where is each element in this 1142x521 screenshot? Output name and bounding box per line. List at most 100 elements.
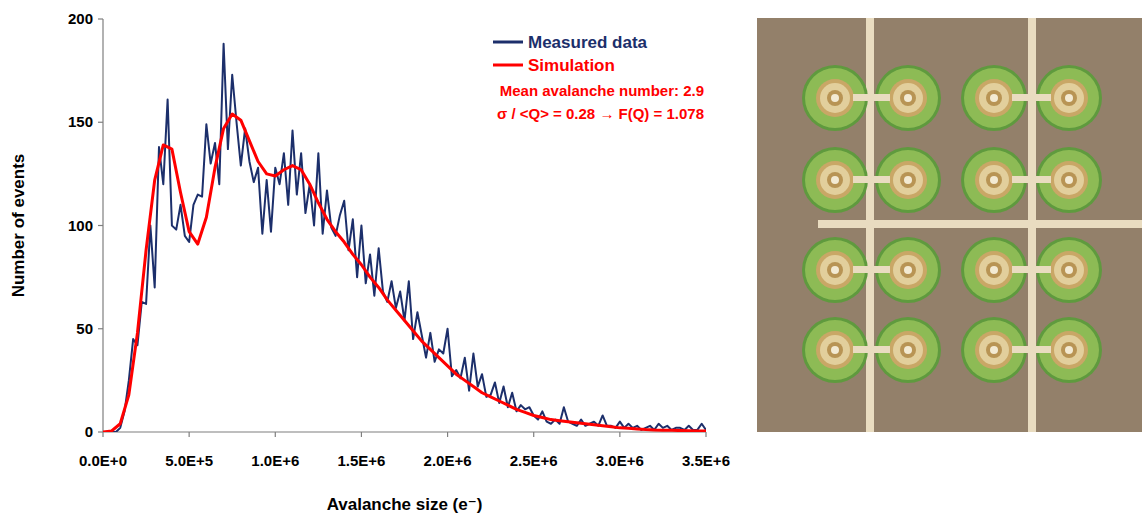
photo-background xyxy=(757,18,1142,432)
photo-trace xyxy=(853,176,870,183)
x-tick xyxy=(361,432,362,437)
photo-pad-center xyxy=(986,172,1002,188)
photo-pad-center xyxy=(990,176,998,184)
x-tick-label: 1.5E+6 xyxy=(337,452,385,469)
photo-pad xyxy=(820,165,850,195)
photo-trace xyxy=(870,346,890,353)
photo-trace xyxy=(1032,346,1051,353)
x-tick xyxy=(275,432,276,437)
photo-pad-center xyxy=(904,266,912,274)
y-tick-label: 100 xyxy=(68,217,93,234)
photo-pad xyxy=(889,161,927,199)
x-tick-label: 1.0E+6 xyxy=(251,452,299,469)
series-line xyxy=(103,44,706,432)
photo-pad xyxy=(889,331,927,369)
annotation: σ / <Q> = 0.28 → F(Q) = 1.078 xyxy=(497,105,704,122)
photo-pad xyxy=(893,335,923,365)
photo-trace xyxy=(870,176,890,183)
photo-pad-center xyxy=(986,90,1002,106)
y-tick-label: 0 xyxy=(85,423,93,440)
photo-trace xyxy=(870,94,890,101)
x-tick-label: 2.0E+6 xyxy=(424,452,472,469)
photo-pad-center xyxy=(990,94,998,102)
photo-pad-center xyxy=(986,262,1002,278)
photo-pad xyxy=(1054,165,1084,195)
photo-pad-center xyxy=(904,176,912,184)
x-tick xyxy=(447,432,448,437)
photo-pad xyxy=(816,251,854,289)
photo-pad xyxy=(816,161,854,199)
x-tick xyxy=(705,432,706,437)
photo-pad xyxy=(889,251,927,289)
photo-pad xyxy=(975,251,1013,289)
x-axis xyxy=(103,431,706,432)
photo-trace xyxy=(870,266,890,273)
photo-pad xyxy=(816,331,854,369)
photo-pad xyxy=(816,79,854,117)
photo-trace xyxy=(818,220,1142,228)
photo-pad xyxy=(1054,83,1084,113)
figure: 0501001502000.0E+05.0E+51.0E+61.5E+62.0E… xyxy=(0,0,1142,521)
photo-pad-center xyxy=(1061,262,1077,278)
photo-pad xyxy=(979,255,1009,285)
photo-pad xyxy=(1054,255,1084,285)
plot-area xyxy=(103,44,706,432)
y-tick xyxy=(98,225,103,226)
photo-pad xyxy=(1054,335,1084,365)
photo-pad-center xyxy=(1061,342,1077,358)
photo-pad-center xyxy=(900,262,916,278)
photo-pad-center xyxy=(904,94,912,102)
photo-trace xyxy=(1032,176,1051,183)
photo-pad-center xyxy=(831,266,839,274)
legend-swatch xyxy=(493,64,523,67)
x-tick-label: 3.5E+6 xyxy=(682,452,730,469)
photo-trace xyxy=(1032,266,1051,273)
legend-label: Measured data xyxy=(528,33,648,52)
photo-pad xyxy=(1050,161,1088,199)
y-tick-label: 150 xyxy=(68,113,93,130)
x-tick xyxy=(102,432,103,437)
photo-trace xyxy=(1012,346,1032,353)
photo-pad xyxy=(889,79,927,117)
photo-pad xyxy=(979,83,1009,113)
photo-pad-center xyxy=(827,342,843,358)
x-tick-label: 0.0E+0 xyxy=(79,452,127,469)
x-tick xyxy=(619,432,620,437)
photo-pad-center xyxy=(900,90,916,106)
photo xyxy=(757,18,1142,432)
photo-pad-center xyxy=(827,172,843,188)
x-tick-label: 2.5E+6 xyxy=(510,452,558,469)
x-tick-label: 5.0E+5 xyxy=(165,452,213,469)
legend-label: Simulation xyxy=(528,56,615,75)
photo-pad xyxy=(893,255,923,285)
photo-pad xyxy=(975,331,1013,369)
photo-pad xyxy=(820,255,850,285)
photo-pad-center xyxy=(1065,176,1073,184)
photo-pad-center xyxy=(990,266,998,274)
photo-trace xyxy=(853,266,870,273)
photo-pad-center xyxy=(827,90,843,106)
photo-pad xyxy=(979,165,1009,195)
x-tick xyxy=(189,432,190,437)
photo-pad xyxy=(893,83,923,113)
x-axis-title: Avalanche size (e⁻) xyxy=(327,495,483,514)
photo-pad xyxy=(975,79,1013,117)
photo-pad-center xyxy=(1065,94,1073,102)
photo-trace xyxy=(853,94,870,101)
photo-pad-center xyxy=(1065,346,1073,354)
photo-pad xyxy=(820,83,850,113)
x-tick xyxy=(533,432,534,437)
photo-pad xyxy=(1050,251,1088,289)
photo-pad-center xyxy=(900,342,916,358)
photo-pad xyxy=(893,165,923,195)
y-tick-label: 200 xyxy=(68,10,93,27)
photo-pad-center xyxy=(1061,90,1077,106)
photo-trace xyxy=(1012,266,1032,273)
photo-pad-center xyxy=(990,346,998,354)
y-tick xyxy=(98,18,103,19)
photo-pad-center xyxy=(904,346,912,354)
photo-pad-center xyxy=(900,172,916,188)
photo-pad-center xyxy=(831,94,839,102)
photo-trace xyxy=(853,346,870,353)
photo-pad xyxy=(820,335,850,365)
